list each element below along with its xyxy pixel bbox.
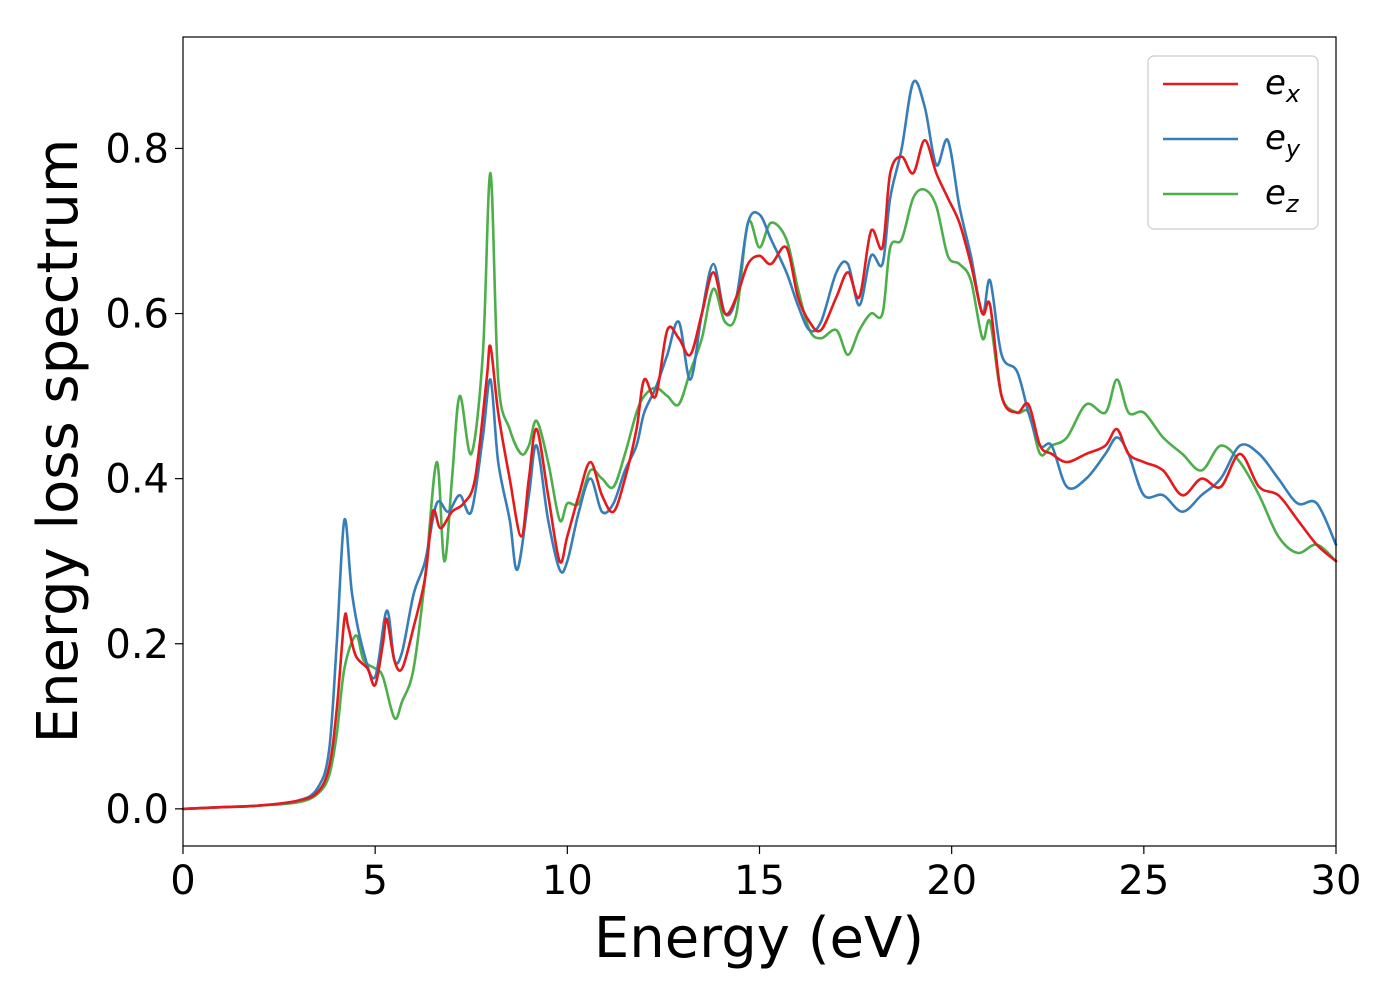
legend-label-e-y: ey (1265, 118, 1301, 163)
y-tick-label: 0.0 (105, 787, 169, 833)
y-tick-label: 0.4 (105, 457, 169, 503)
legend-box (1147, 55, 1319, 230)
legend-label-e-z: ez (1265, 173, 1300, 218)
x-tick-label: 0 (170, 858, 195, 904)
x-tick-label: 5 (362, 858, 387, 904)
x-axis-ticks: 0 5 10 15 20 25 30 (170, 846, 1361, 904)
legend: ex ey ez (1147, 55, 1319, 230)
y-axis-title: Energy loss spectrum (26, 139, 91, 744)
x-tick-label: 25 (1118, 858, 1169, 904)
y-tick-label: 0.2 (105, 622, 169, 668)
legend-label-e-x: ex (1265, 63, 1301, 108)
x-tick-label: 30 (1311, 858, 1362, 904)
series-line-e-x (181, 138, 1338, 811)
x-tick-label: 10 (542, 858, 593, 904)
y-tick-label: 0.8 (105, 126, 169, 172)
x-tick-label: 20 (926, 858, 977, 904)
x-tick-label: 15 (734, 858, 785, 904)
series-layer (181, 79, 1338, 811)
y-tick-label: 0.6 (105, 292, 169, 338)
x-axis-title: Energy (eV) (594, 906, 924, 971)
y-axis-ticks: 0.0 0.2 0.4 0.6 0.8 (105, 126, 183, 833)
